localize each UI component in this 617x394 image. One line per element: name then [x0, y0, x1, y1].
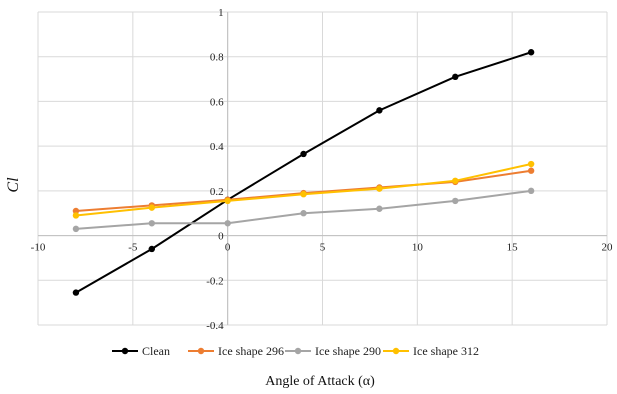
data-point	[376, 107, 382, 113]
legend-label: Clean	[142, 344, 170, 358]
data-point	[149, 204, 155, 210]
legend-swatch-marker	[393, 348, 399, 354]
data-point	[376, 206, 382, 212]
x-tick-label: 20	[602, 242, 614, 254]
data-point	[73, 226, 79, 232]
data-point	[73, 212, 79, 218]
data-point	[300, 210, 306, 216]
legend-label: Ice shape 290	[315, 344, 381, 358]
y-axis-title: Cl	[5, 177, 22, 193]
data-point	[528, 161, 534, 167]
data-point	[149, 246, 155, 252]
data-point	[376, 185, 382, 191]
legend-label: Ice shape 296	[218, 344, 284, 358]
data-point	[224, 198, 230, 204]
data-point	[224, 220, 230, 226]
y-tick-label: 0.2	[210, 186, 224, 198]
x-tick-label: 10	[412, 242, 424, 254]
legend-label: Ice shape 312	[413, 344, 479, 358]
y-tick-label: -0.4	[206, 320, 224, 332]
legend-swatch-marker	[295, 348, 301, 354]
x-tick-label: 5	[320, 242, 326, 254]
data-point	[528, 168, 534, 174]
data-point	[452, 178, 458, 184]
y-tick-label: 0.6	[210, 96, 224, 108]
data-point	[73, 289, 79, 295]
data-point	[149, 220, 155, 226]
x-tick-label: -5	[128, 242, 138, 254]
data-point	[452, 198, 458, 204]
data-point	[528, 188, 534, 194]
legend-swatch-marker	[122, 348, 128, 354]
y-tick-label: 0	[218, 231, 224, 243]
data-point	[300, 191, 306, 197]
y-tick-label: 1	[218, 7, 224, 19]
data-point	[528, 49, 534, 55]
x-tick-label: 15	[507, 242, 519, 254]
data-point	[300, 151, 306, 157]
legend-swatch-marker	[198, 348, 204, 354]
y-tick-label: 0.4	[210, 141, 224, 153]
y-tick-label: 0.8	[210, 52, 224, 64]
x-tick-label: 0	[225, 242, 231, 254]
y-tick-label: -0.2	[206, 275, 223, 287]
data-point	[452, 74, 458, 80]
x-axis-title: Angle of Attack (α)	[265, 374, 375, 389]
x-tick-label: -10	[31, 242, 46, 254]
